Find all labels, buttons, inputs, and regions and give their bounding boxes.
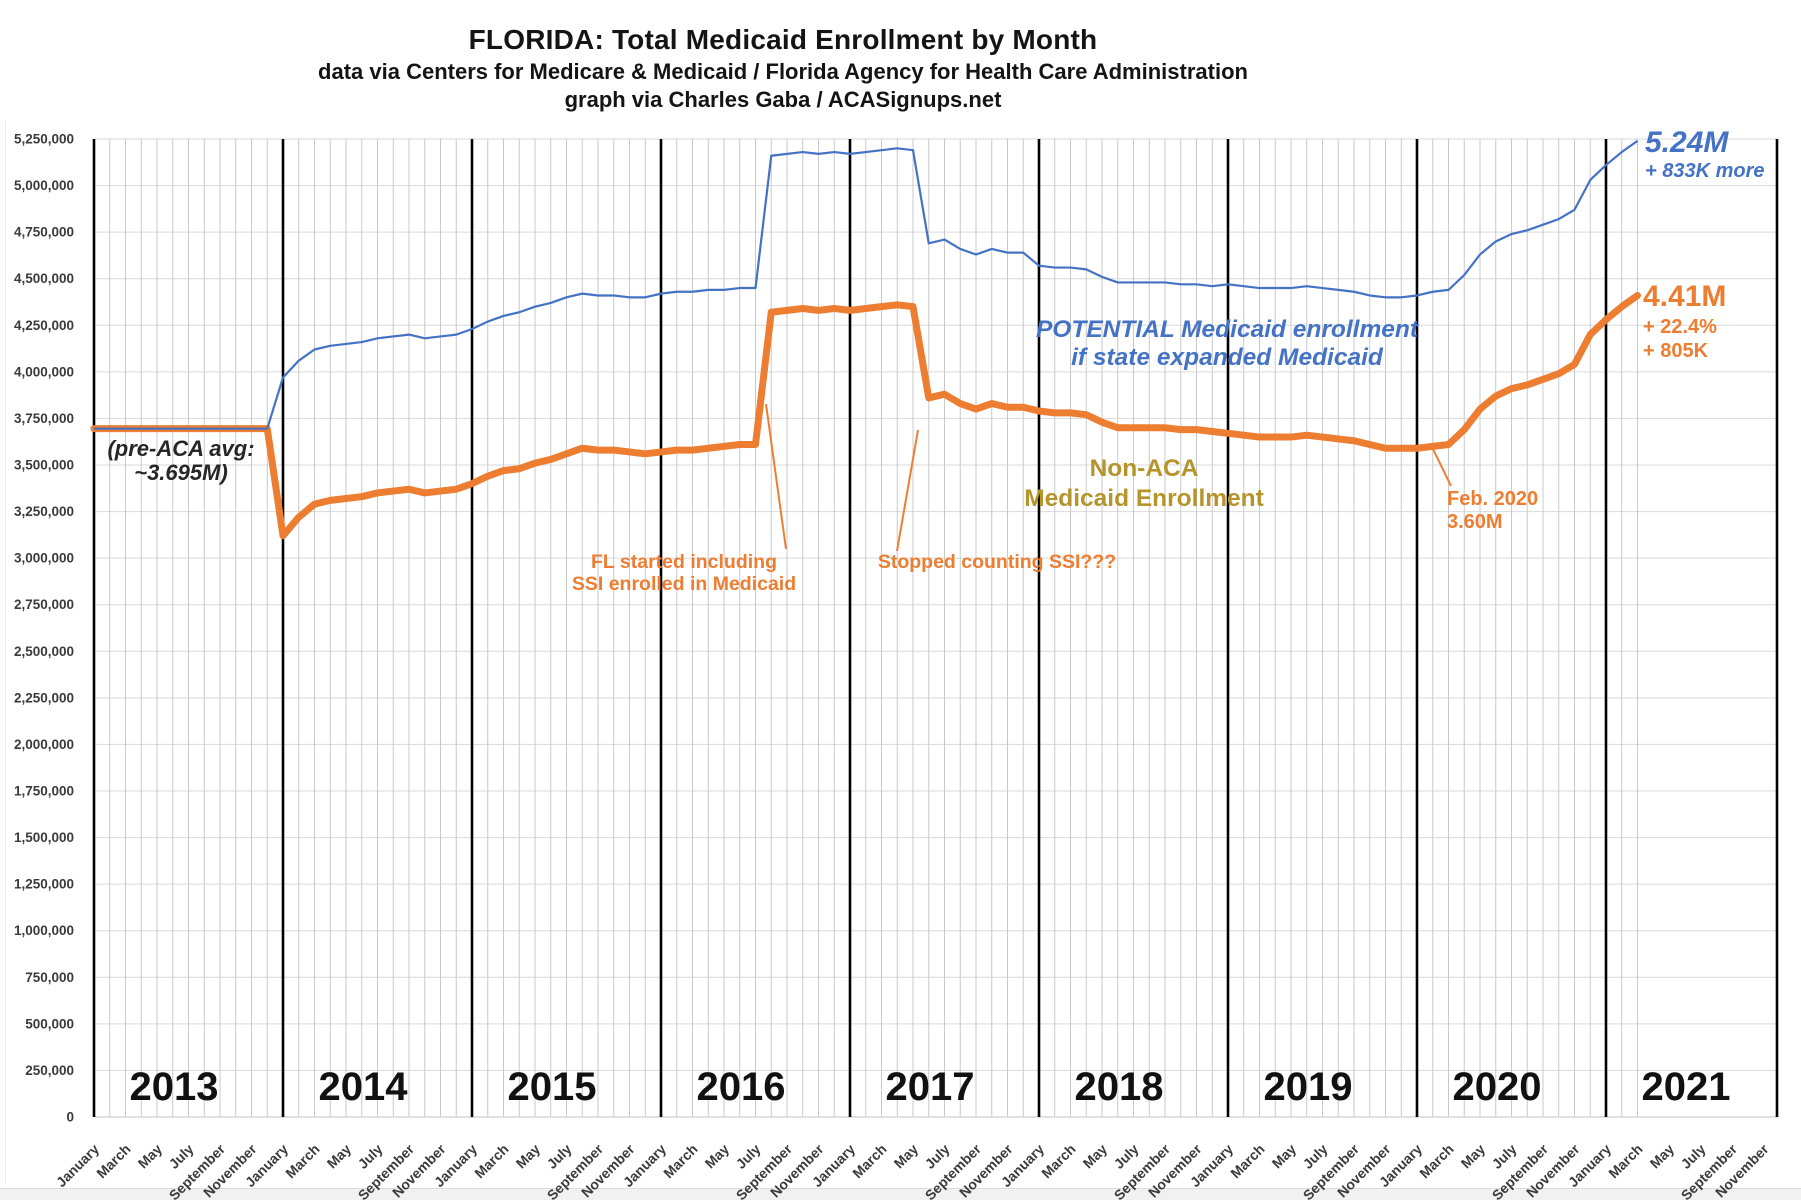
y-axis-tick-label: 1,000,000 bbox=[14, 923, 74, 938]
annotation-fl-ssi: FL started including bbox=[591, 551, 777, 573]
y-axis-tick-label: 2,000,000 bbox=[14, 737, 74, 752]
month-tick-label: March bbox=[660, 1141, 700, 1181]
y-axis-tick-label: 2,250,000 bbox=[14, 690, 74, 705]
year-label: 2021 bbox=[1642, 1065, 1731, 1109]
y-axis-tick-label: 3,500,000 bbox=[14, 458, 74, 473]
annotation-non-aca-label: Non-ACA bbox=[1090, 455, 1199, 482]
month-tick-label: March bbox=[1038, 1141, 1078, 1181]
month-tick-label: March bbox=[282, 1141, 322, 1181]
month-tick-label: May bbox=[513, 1141, 544, 1172]
year-label: 2020 bbox=[1453, 1065, 1542, 1109]
window-bottom-edge bbox=[0, 1188, 1801, 1200]
year-label: 2019 bbox=[1264, 1065, 1353, 1109]
year-label: 2014 bbox=[319, 1065, 409, 1109]
y-axis-tick-label: 250,000 bbox=[25, 1063, 74, 1078]
month-tick-label: May bbox=[1269, 1141, 1300, 1172]
month-tick-label: March bbox=[1416, 1141, 1456, 1181]
january-lines bbox=[92, 139, 1608, 1117]
year-label: 2018 bbox=[1075, 1065, 1164, 1109]
y-axis-tick-label: 3,250,000 bbox=[14, 504, 74, 519]
y-axis-tick-label: 5,250,000 bbox=[14, 132, 74, 147]
y-axis-tick-labels: 0 250,000 500,000 750,000 1,000,000 1,250,000… bbox=[14, 132, 74, 1125]
chart-title: FLORIDA: Total Medicaid Enrollment by Mo… bbox=[468, 24, 1098, 55]
month-tick-label: March bbox=[1227, 1141, 1267, 1181]
month-tick-label: May bbox=[1647, 1141, 1678, 1172]
month-tick-label: March bbox=[471, 1141, 511, 1181]
annotation-feb-2020: Feb. 2020 bbox=[1447, 488, 1538, 510]
chart-annotations: (pre-ACA avg:~3.695M) FL started includin… bbox=[107, 126, 1764, 595]
year-label: 2013 bbox=[130, 1065, 219, 1109]
annotation-leader-line bbox=[896, 429, 919, 552]
annotation-stopped-ssi: Stopped counting SSI??? bbox=[878, 551, 1116, 573]
annotation-potential-label: POTENTIAL Medicaid enrollment bbox=[1036, 316, 1419, 343]
actual-series-line bbox=[90, 291, 1641, 540]
annotation-actual-end: 4.41M bbox=[1643, 280, 1726, 313]
y-axis-tick-label: 3,000,000 bbox=[14, 551, 74, 566]
window-left-edge bbox=[5, 120, 6, 1186]
potential-series-line bbox=[94, 139, 1639, 430]
month-tick-label: May bbox=[1080, 1141, 1111, 1172]
y-axis-tick-label: 4,750,000 bbox=[14, 225, 74, 240]
month-tick-label: March bbox=[1605, 1141, 1645, 1181]
annotation-leader-line bbox=[1432, 448, 1452, 487]
annotation-pre-aca: ~3.695M) bbox=[134, 460, 228, 485]
month-tick-label: January bbox=[53, 1141, 102, 1190]
month-gridlines bbox=[109, 139, 1638, 1117]
y-axis-tick-label: 0 bbox=[66, 1110, 74, 1125]
month-tick-label: May bbox=[1458, 1141, 1489, 1172]
month-tick-label: May bbox=[324, 1141, 355, 1172]
y-axis-tick-label: 1,250,000 bbox=[14, 877, 74, 892]
month-tick-label: May bbox=[702, 1141, 733, 1172]
annotation-potential-end: 5.24M bbox=[1645, 126, 1729, 159]
y-axis-tick-label: 750,000 bbox=[25, 970, 74, 985]
annotation-fl-ssi: SSI enrolled in Medicaid bbox=[572, 573, 796, 595]
chart-header: FLORIDA: Total Medicaid Enrollment by Mo… bbox=[0, 24, 1566, 113]
y-axis-tick-label: 4,000,000 bbox=[14, 364, 74, 379]
year-label: 2015 bbox=[508, 1065, 597, 1109]
annotation-potential-label: if state expanded Medicaid bbox=[1071, 344, 1384, 371]
y-axis-tick-label: 5,000,000 bbox=[14, 178, 74, 193]
annotation-feb-2020: 3.60M bbox=[1447, 511, 1503, 533]
y-axis-tick-label: 2,500,000 bbox=[14, 644, 74, 659]
y-axis-tick-label: 1,500,000 bbox=[14, 830, 74, 845]
y-axis-tick-label: 1,750,000 bbox=[14, 784, 74, 799]
y-axis-tick-label: 3,750,000 bbox=[14, 411, 74, 426]
y-axis-tick-label: 2,750,000 bbox=[14, 597, 74, 612]
annotation-pre-aca: (pre-ACA avg: bbox=[107, 436, 254, 461]
month-tick-label: March bbox=[93, 1141, 133, 1181]
annotation-leader-line bbox=[765, 403, 787, 550]
month-tick-label: May bbox=[135, 1141, 166, 1172]
y-axis-tick-label: 4,250,000 bbox=[14, 318, 74, 333]
year-label: 2017 bbox=[886, 1065, 975, 1109]
annotation-actual-end: + 805K bbox=[1643, 340, 1709, 362]
annotation-leader-lines bbox=[765, 403, 1452, 552]
y-gridlines bbox=[94, 138, 1777, 1118]
y-axis-tick-label: 500,000 bbox=[25, 1016, 74, 1031]
month-tick-label: March bbox=[849, 1141, 889, 1181]
annotation-potential-end: + 833K more bbox=[1645, 160, 1765, 182]
y-axis-tick-label: 4,500,000 bbox=[14, 271, 74, 286]
chart-subtitle-credit: graph via Charles Gaba / ACASignups.net bbox=[564, 87, 1002, 112]
year-label: 2016 bbox=[697, 1065, 786, 1109]
annotation-non-aca-label: Medicaid Enrollment bbox=[1024, 485, 1264, 512]
month-tick-label: May bbox=[891, 1141, 922, 1172]
annotation-actual-end: + 22.4% bbox=[1643, 316, 1717, 338]
chart-subtitle-source: data via Centers for Medicare & Medicaid… bbox=[318, 59, 1248, 84]
year-labels: 2013 2014 2015 2016 2017 2018 2019 2020 2021 bbox=[130, 1065, 1731, 1109]
